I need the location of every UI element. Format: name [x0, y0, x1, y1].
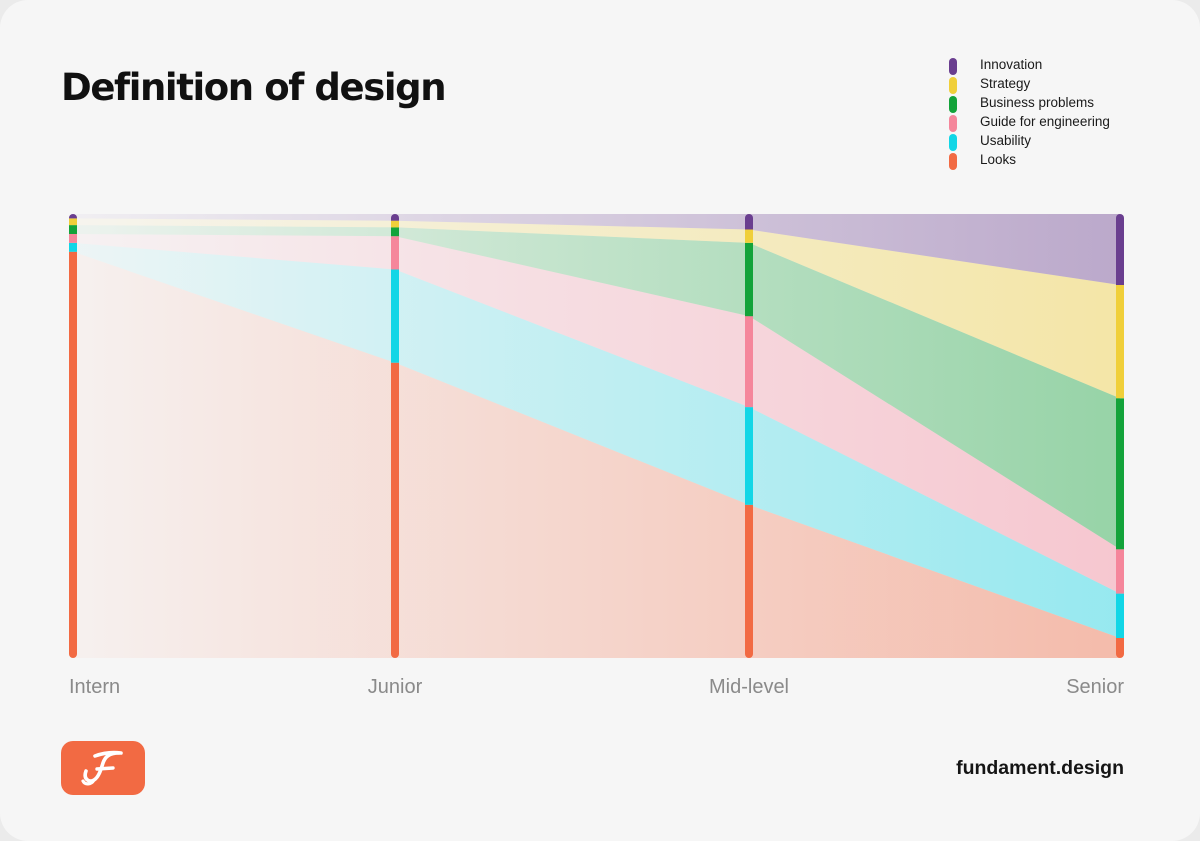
legend-label: Strategy [980, 76, 1031, 91]
area-band [73, 242, 1120, 638]
bar-segment [69, 218, 77, 226]
x-tick-label: Mid-level [709, 676, 789, 698]
brand-url[interactable]: fundament.design [956, 757, 1124, 779]
category-bar [69, 214, 77, 658]
x-tick-label: Junior [368, 676, 423, 698]
bar-segment [391, 362, 399, 658]
legend-label: Looks [980, 152, 1017, 167]
legend-item: Usability [948, 132, 1168, 151]
area-band [73, 225, 1120, 550]
bar-segment [1116, 549, 1124, 594]
bar-segment [1116, 285, 1124, 399]
legend-item: Strategy [948, 75, 1168, 94]
bar-segment [745, 316, 753, 408]
fundament-logo[interactable] [61, 741, 145, 795]
legend-label: Innovation [980, 57, 1043, 72]
bar-segment [391, 220, 399, 228]
bar-segment [1116, 214, 1124, 285]
legend: Innovation Strategy Business problems Guide… [948, 56, 1168, 170]
bar-segment [1116, 398, 1124, 550]
legend-item: Guide for engineering [948, 113, 1168, 132]
legend-label: Business problems [980, 95, 1095, 110]
legend-item: Innovation [948, 56, 1168, 75]
bar-segment [745, 407, 753, 505]
legend-swatch-icon [949, 58, 957, 75]
area-band [73, 218, 1120, 399]
x-tick-label: Senior [1066, 676, 1124, 698]
chart-title: Definition of design [61, 66, 447, 109]
legend-swatch-icon [949, 115, 957, 132]
bar-segment [745, 504, 753, 658]
area-band [73, 251, 1120, 658]
category-bar [391, 214, 399, 658]
bar-segment [391, 227, 399, 237]
logo-f-icon [81, 750, 123, 786]
category-bar [1116, 214, 1124, 658]
legend-swatch-icon [949, 153, 957, 170]
bar-segment [69, 251, 77, 658]
area-band [73, 234, 1120, 594]
bar-segment [69, 225, 77, 234]
bar-segment [391, 269, 399, 363]
legend-item: Looks [948, 151, 1168, 170]
legend-label: Guide for engineering [980, 114, 1110, 129]
x-tick-label: Intern [69, 676, 120, 698]
bar-segment [69, 214, 77, 219]
bar-segment [391, 214, 399, 221]
bar-segment [69, 242, 77, 252]
category-bars [69, 214, 1124, 658]
bar-segment [745, 214, 753, 230]
bar-segment [69, 234, 77, 243]
x-axis-labels: Intern Junior Mid-level Senior [69, 676, 1124, 698]
legend-swatch-icon [949, 134, 957, 151]
bar-segment [1116, 638, 1124, 658]
legend-item: Business problems [948, 94, 1168, 113]
bar-segment [1116, 593, 1124, 638]
category-bar [745, 214, 753, 658]
bar-segment [745, 229, 753, 243]
bar-segment [745, 242, 753, 317]
bar-segment [391, 236, 399, 270]
legend-swatch-icon [949, 77, 957, 94]
legend-label: Usability [980, 133, 1032, 148]
area-bands [73, 214, 1120, 658]
legend-swatch-icon [949, 96, 957, 113]
area-band [73, 214, 1120, 285]
